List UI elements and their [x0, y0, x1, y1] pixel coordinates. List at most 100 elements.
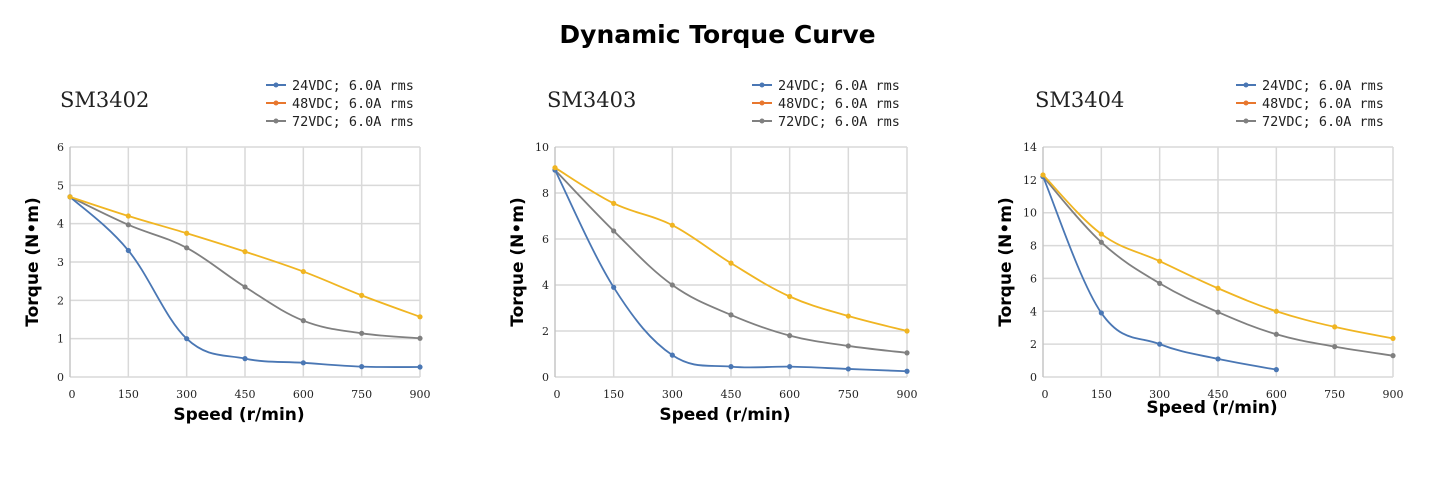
x-tick-label: 900	[897, 388, 918, 401]
y-tick-label: 1	[57, 333, 64, 346]
legend-marker	[273, 82, 279, 88]
chart-title: SM3404	[1035, 88, 1124, 112]
data-point	[1390, 335, 1396, 341]
legend-marker	[1243, 82, 1249, 88]
data-point	[552, 165, 558, 171]
data-point	[1157, 280, 1163, 286]
series-48vdc	[1040, 172, 1396, 341]
y-tick-label: 0	[57, 371, 64, 384]
data-point	[728, 312, 734, 318]
x-tick-label: 450	[235, 388, 256, 401]
data-point	[1098, 239, 1104, 245]
data-point	[1273, 331, 1279, 337]
x-tick-label: 0	[554, 388, 561, 401]
legend-label: 48VDC; 6.0A rms	[778, 96, 900, 112]
legend-label: 72VDC; 6.0A rms	[778, 114, 900, 130]
data-point	[1215, 285, 1221, 291]
legend-marker	[759, 118, 765, 124]
data-point	[611, 228, 617, 234]
data-point	[1215, 356, 1221, 362]
series-48vdc	[552, 165, 910, 334]
data-point	[1098, 231, 1104, 237]
x-tick-label: 0	[69, 388, 76, 401]
data-point	[242, 284, 248, 290]
y-tick-label: 6	[542, 233, 549, 246]
series-24vdc	[1040, 173, 1279, 373]
y-tick-label: 2	[57, 294, 64, 307]
y-axis-label: Torque (N•m)	[508, 197, 528, 326]
data-point	[728, 364, 734, 370]
y-tick-label: 4	[1030, 305, 1037, 318]
chart-sm3403: SM3403 24VDC; 6.0A rms 48VDC; 6.0A rms 72VD…	[508, 78, 918, 425]
legend-marker	[759, 82, 765, 88]
legend-label: 72VDC; 6.0A rms	[1262, 114, 1384, 130]
y-tick-label: 10	[1023, 207, 1037, 220]
data-point	[845, 343, 851, 349]
data-point	[787, 333, 793, 339]
data-point	[359, 364, 365, 370]
x-tick-label: 300	[662, 388, 683, 401]
data-point	[1273, 308, 1279, 314]
series-line	[1042, 176, 1277, 371]
x-tick-label: 750	[351, 388, 372, 401]
x-tick-label: 300	[1149, 388, 1170, 401]
legend-label: 48VDC; 6.0A rms	[292, 96, 414, 112]
y-axis-label: Torque (N•m)	[23, 197, 43, 326]
data-point	[1098, 310, 1104, 316]
data-point	[417, 314, 423, 320]
series-72vdc	[552, 167, 910, 356]
data-point	[845, 313, 851, 319]
legend-label: 24VDC; 6.0A rms	[778, 78, 900, 94]
data-point	[242, 356, 248, 362]
data-point	[1390, 353, 1396, 359]
chart-sm3402: SM3402 24VDC; 6.0A rms 48VDC; 6.0A rms 72VD…	[23, 78, 431, 425]
x-axis-label: Speed (r/min)	[659, 405, 790, 425]
data-point	[787, 364, 793, 370]
data-point	[125, 247, 131, 254]
y-tick-label: 5	[57, 179, 64, 192]
data-point	[1273, 367, 1279, 373]
data-point	[611, 200, 617, 206]
legend-marker	[1243, 100, 1249, 106]
y-tick-label: 3	[57, 256, 64, 269]
legend-marker	[273, 118, 279, 124]
data-point	[359, 292, 365, 298]
y-tick-label: 12	[1023, 174, 1037, 187]
data-point	[184, 245, 190, 251]
x-tick-label: 150	[118, 388, 139, 401]
data-point	[845, 366, 851, 372]
data-point	[184, 230, 190, 236]
y-tick-label: 2	[1030, 338, 1037, 351]
data-point	[904, 368, 910, 374]
data-point	[417, 335, 423, 341]
data-point	[184, 336, 190, 342]
x-tick-label: 0	[1042, 388, 1049, 401]
y-tick-label: 4	[542, 279, 549, 292]
legend-marker	[1243, 118, 1249, 124]
legend-marker	[273, 100, 279, 106]
data-point	[728, 260, 734, 266]
series-48vdc	[67, 194, 423, 320]
chart-title: SM3403	[547, 88, 636, 112]
x-tick-label: 150	[1091, 388, 1112, 401]
data-point	[669, 222, 675, 228]
page-title: Dynamic Torque Curve	[559, 20, 876, 49]
x-tick-label: 600	[293, 388, 314, 401]
y-tick-label: 6	[1030, 272, 1037, 285]
x-tick-label: 600	[1266, 388, 1287, 401]
y-tick-label: 0	[1030, 371, 1037, 384]
data-point	[1215, 309, 1221, 315]
data-point	[669, 352, 675, 358]
data-point	[1332, 324, 1338, 330]
x-tick-label: 750	[838, 388, 859, 401]
data-point	[611, 284, 617, 290]
legend-label: 72VDC; 6.0A rms	[292, 114, 414, 130]
x-tick-label: 450	[721, 388, 742, 401]
data-point	[1040, 172, 1046, 178]
data-point	[1157, 258, 1163, 264]
legend-label: 24VDC; 6.0A rms	[1262, 78, 1384, 94]
legend-marker	[759, 100, 765, 106]
data-point	[1157, 341, 1163, 347]
data-point	[242, 249, 248, 255]
